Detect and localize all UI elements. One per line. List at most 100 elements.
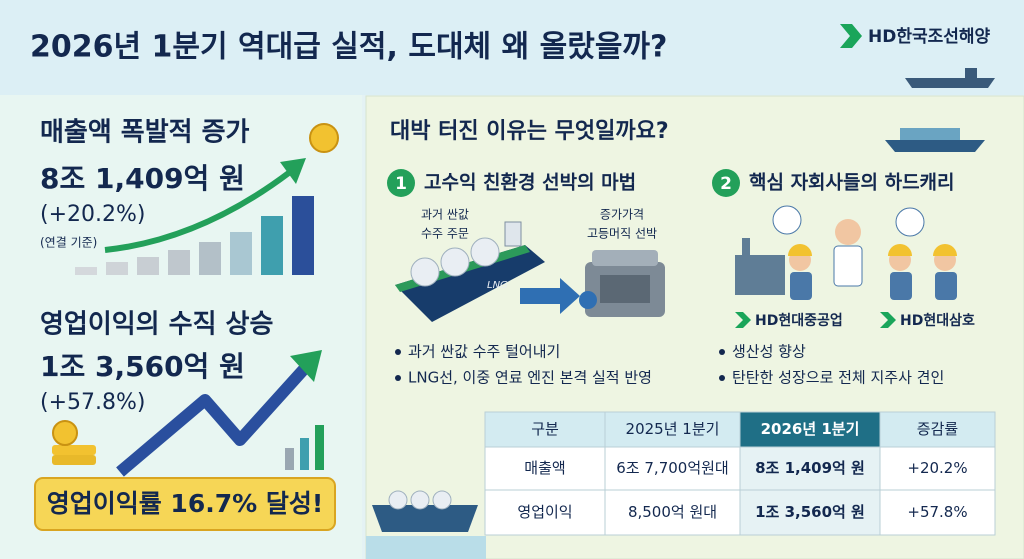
cell-text: 8조 1,409억 원 — [755, 459, 865, 477]
lng-tank — [410, 257, 440, 287]
workers-illustration — [735, 205, 957, 300]
engine-top — [592, 250, 658, 266]
decor-bar — [168, 250, 190, 275]
cell-text: 1조 3,560억 원 — [755, 503, 865, 521]
logo-text: HD한국조선해양 — [868, 27, 991, 47]
decor-bar — [137, 257, 159, 275]
ship-icon — [372, 505, 478, 532]
worker-helmet — [933, 244, 957, 256]
subsidiary: HD현대삼호 — [900, 313, 975, 329]
header-cell — [739, 411, 881, 448]
decor-bar — [292, 196, 314, 275]
bar-illustration — [75, 123, 339, 275]
table-cell — [604, 489, 741, 536]
reason-badge — [387, 169, 415, 197]
logo-mark — [735, 312, 751, 328]
transition-arrow — [520, 278, 580, 314]
ship-hull — [395, 245, 545, 322]
margin-banner-box — [34, 477, 336, 531]
growth-arrow-head — [280, 158, 306, 184]
ship-caption: 수주 주문 — [421, 227, 469, 241]
ship-bridge — [504, 221, 522, 247]
worker-body — [890, 272, 912, 300]
coin-icon — [309, 123, 339, 153]
lng-tank — [432, 490, 452, 510]
decor-bar — [261, 216, 283, 275]
cell-text: 6조 7,700억원대 — [616, 459, 728, 477]
lng-tank — [470, 237, 500, 267]
worker-body — [935, 272, 957, 300]
zigzag-arrow-head — [290, 350, 322, 382]
coin-stack — [52, 445, 96, 455]
factory — [735, 255, 785, 295]
bullet: LNG선, 이중 연료 엔진 본격 실적 반영 — [408, 369, 652, 387]
coin-icon — [52, 420, 78, 446]
header-text: 2026년 1분기 — [761, 420, 860, 438]
table-cell — [484, 489, 606, 536]
decor-bar — [230, 232, 252, 275]
reason-title: 핵심 자회사들의 하드캐리 — [749, 172, 955, 194]
lng-ship: LNG — [395, 221, 545, 322]
icon-bubble — [772, 205, 802, 235]
reason-title: 고수익 친환경 선박의 마법 — [424, 172, 636, 194]
engine-caption: 고등머직 선박 — [587, 227, 657, 241]
cell-text: 매출액 — [524, 459, 565, 477]
question: 대박 터진 이유는 무엇일까요? — [390, 119, 669, 144]
header-text: 2025년 1분기 — [626, 420, 720, 438]
ship-icon — [900, 128, 960, 140]
table-cell — [604, 446, 741, 491]
table-cell — [484, 446, 606, 491]
bullet-dot — [395, 349, 401, 355]
bullet-dot — [719, 349, 725, 355]
ship-icon — [885, 140, 985, 152]
bullet-dot — [395, 375, 401, 381]
profit-change: (+57.8%) — [40, 390, 146, 415]
cell-text: 영업이익 — [517, 503, 572, 521]
revenue-amount: 8조 1,409억 원 — [40, 162, 245, 195]
engine-detail — [600, 275, 650, 303]
table-cell — [739, 489, 881, 536]
logo-mark — [840, 24, 862, 48]
decor-bar — [300, 438, 309, 470]
bullet: 과거 싼값 수주 털어내기 — [408, 343, 560, 361]
decor-bar — [199, 242, 221, 275]
logo-mark — [880, 312, 896, 328]
worker-body — [833, 245, 863, 287]
zigzag-illustration — [52, 350, 324, 477]
header-text: 구분 — [531, 420, 559, 438]
lng-tank — [388, 490, 408, 510]
lng-tank — [440, 247, 470, 277]
header-cell — [484, 411, 606, 448]
decor-bar — [285, 448, 294, 470]
worker-helmet — [888, 244, 912, 256]
reason-number: 2 — [720, 174, 732, 194]
decor-bar — [315, 425, 324, 470]
header-cell — [879, 411, 996, 448]
decor-bar — [75, 267, 97, 275]
revenue-change: (+20.2%) — [40, 202, 146, 227]
profit-amount: 1조 3,560억 원 — [40, 350, 245, 383]
lng-tank — [410, 490, 430, 510]
table-cell — [879, 489, 996, 536]
ship-icon — [965, 68, 977, 78]
worker-body — [790, 272, 812, 300]
reason-badge — [712, 169, 740, 197]
subsidiary: HD현대중공업 — [755, 313, 843, 329]
cell-text: 8,500억 원대 — [628, 503, 717, 521]
ship-icon — [905, 78, 995, 88]
reason-number: 1 — [395, 174, 407, 194]
title: 2026년 1분기 역대급 실적, 도대체 왜 올랐을까? — [30, 30, 667, 65]
revenue-heading: 매출액 폭발적 증가 — [40, 118, 250, 148]
ship-caption: 과거 싼값 — [421, 208, 469, 222]
engine-detail — [579, 291, 597, 309]
factory — [742, 238, 750, 258]
ship-label: LNG — [487, 280, 508, 291]
coin-stack — [52, 455, 96, 465]
header-text: 증감률 — [917, 420, 959, 438]
cell-text: +57.8% — [907, 503, 967, 521]
growth-arrow — [104, 169, 292, 253]
worker-helmet — [788, 244, 812, 256]
